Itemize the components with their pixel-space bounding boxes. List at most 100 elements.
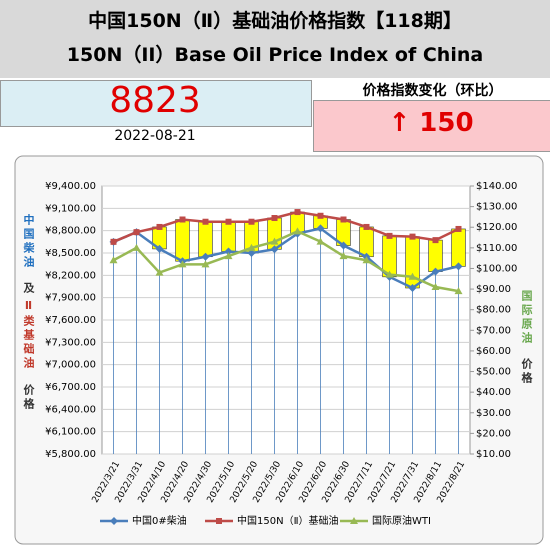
y2-tick-label: $110.00 — [476, 243, 517, 254]
marker — [431, 267, 440, 276]
series-line — [113, 227, 459, 290]
y2-axis-label: 价格 — [520, 358, 533, 386]
change-box — [313, 100, 550, 152]
marker — [110, 238, 117, 245]
y-tick-label: ¥6,400.00 — [45, 404, 96, 415]
marker — [270, 237, 279, 245]
y2-tick-label: $100.00 — [476, 263, 517, 274]
header: 中国150N（Ⅱ）基础油价格指数【118期】 150N（II）Base Oil … — [0, 0, 550, 78]
y-axis-label: Ⅱ类基础油 — [22, 299, 36, 371]
marker — [216, 518, 222, 524]
legend-label: 国际原油WTI — [372, 514, 431, 527]
y2-tick-label: $40.00 — [476, 387, 511, 398]
updown-bar — [451, 228, 466, 267]
marker — [201, 260, 210, 268]
marker — [179, 216, 186, 223]
change-title: 价格指数变化（环比） — [362, 83, 503, 99]
series-line — [113, 210, 460, 243]
y2-tick-label: $140.00 — [476, 181, 517, 192]
marker — [454, 287, 463, 295]
y-tick-label: ¥8,800.00 — [45, 226, 96, 237]
y2-tick-label: $130.00 — [476, 202, 517, 213]
index-date: 2022-08-21 — [114, 128, 196, 144]
y-tick-label: ¥6,100.00 — [45, 427, 96, 438]
marker — [109, 256, 118, 264]
updown-bar — [405, 236, 420, 289]
marker — [156, 223, 163, 230]
updown-bar — [175, 219, 190, 262]
marker — [409, 233, 416, 240]
marker — [362, 256, 371, 264]
marker — [293, 227, 302, 235]
updown-bar — [198, 221, 213, 258]
marker — [408, 283, 417, 292]
marker — [340, 216, 347, 223]
marker — [408, 272, 417, 280]
marker — [202, 218, 209, 225]
y2-tick-label: $90.00 — [476, 284, 511, 295]
marker — [201, 252, 210, 261]
marker — [247, 243, 256, 251]
updown-bar — [428, 239, 443, 272]
y2-tick-label: $60.00 — [476, 346, 511, 357]
marker — [247, 249, 256, 257]
marker — [386, 232, 393, 239]
series-line — [112, 229, 459, 293]
marker — [248, 218, 255, 225]
marker — [316, 224, 325, 233]
y-tick-label: ¥9,100.00 — [45, 203, 96, 214]
marker — [270, 245, 279, 254]
y-tick-label: ¥7,300.00 — [45, 337, 96, 348]
marker — [224, 247, 233, 256]
marker — [224, 252, 233, 260]
title-en: 150N（II）Base Oil Price Index of China — [66, 44, 484, 66]
y2-tick-label: $10.00 — [476, 449, 511, 460]
y-tick-label: ¥7,000.00 — [45, 360, 96, 371]
marker — [178, 260, 187, 268]
marker — [155, 244, 164, 253]
y-tick-label: ¥9,400.00 — [45, 181, 96, 192]
y2-tick-label: $70.00 — [476, 325, 511, 336]
marker — [110, 517, 118, 525]
index-box — [0, 80, 312, 127]
y2-tick-label: $30.00 — [476, 408, 511, 419]
marker — [454, 262, 463, 271]
y-axis-label: 及 — [22, 282, 35, 296]
marker — [155, 268, 164, 276]
change-value: ↑ 150 — [388, 108, 474, 138]
y2-tick-label: $20.00 — [476, 428, 511, 439]
y-axis-label: 中国柴油 — [22, 213, 36, 270]
marker — [271, 215, 278, 222]
marker — [455, 225, 462, 232]
marker — [363, 223, 370, 230]
marker — [350, 517, 358, 524]
y-tick-label: ¥7,600.00 — [45, 315, 96, 326]
marker — [294, 209, 301, 216]
y-tick-label: ¥8,500.00 — [45, 248, 96, 259]
title-cn: 中国150N（Ⅱ）基础油价格指数【118期】 — [88, 10, 462, 32]
marker — [316, 237, 325, 245]
index-value: 8823 — [109, 80, 201, 121]
marker — [317, 212, 324, 219]
updown-bar — [359, 226, 374, 258]
y2-tick-label: $50.00 — [476, 367, 511, 378]
y2-tick-label: $120.00 — [476, 222, 517, 233]
y-tick-label: ¥7,900.00 — [45, 293, 96, 304]
marker — [339, 241, 348, 250]
y-axis-label: 价格 — [22, 384, 35, 412]
y2-axis-label: 国际原油 — [520, 290, 533, 346]
y-tick-label: ¥6,700.00 — [45, 382, 96, 393]
marker — [432, 237, 439, 244]
marker — [431, 283, 440, 291]
y-tick-label: ¥5,800.00 — [45, 449, 96, 460]
marker — [339, 252, 348, 260]
y2-tick-label: $80.00 — [476, 305, 511, 316]
marker — [385, 270, 394, 278]
legend-label: 中国150N（Ⅱ）基础油 — [237, 514, 339, 527]
marker — [133, 229, 140, 236]
updown-bar — [221, 221, 236, 252]
marker — [132, 243, 141, 251]
marker — [225, 218, 232, 225]
